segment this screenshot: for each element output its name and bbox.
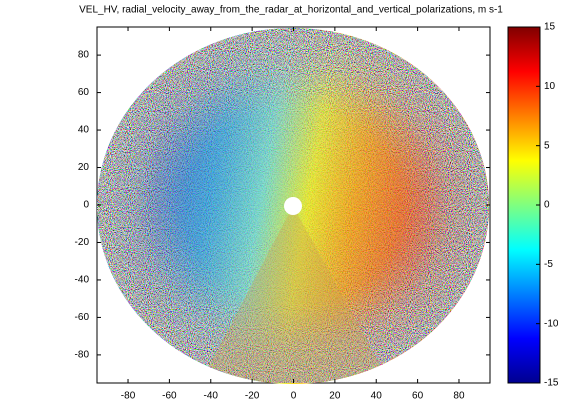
colorbar-tick-label: 5 (544, 140, 550, 151)
colorbar-tick-label: 15 (544, 22, 556, 33)
x-tick-label: 20 (329, 391, 341, 402)
x-tick-label: -40 (204, 391, 219, 402)
x-tick-label: 80 (453, 391, 465, 402)
colorbar-tick-label: -10 (544, 318, 559, 329)
y-tick-label: -60 (75, 312, 90, 323)
colorbar-tick-label: -5 (544, 259, 553, 270)
colorbar-tick-label: 0 (544, 200, 550, 211)
y-tick-label: 0 (83, 200, 89, 211)
y-tick-label: 40 (78, 125, 90, 136)
radar-center (284, 197, 302, 215)
y-tick-label: -80 (75, 350, 90, 361)
chart: VEL_HV, radial_velocity_away_from_the_ra… (0, 0, 563, 407)
x-tick-label: 40 (371, 391, 383, 402)
x-tick-label: 0 (291, 391, 297, 402)
x-tick-label: -20 (245, 391, 260, 402)
colorbar (508, 27, 540, 383)
y-tick-label: -40 (75, 275, 90, 286)
x-tick-label: -60 (162, 391, 177, 402)
colorbar-tick-label: 10 (544, 81, 556, 92)
x-tick-label: 60 (412, 391, 424, 402)
colorbar-tick-label: -15 (544, 378, 559, 389)
y-tick-label: 20 (78, 162, 90, 173)
y-tick-label: 80 (78, 50, 90, 61)
x-tick-label: -80 (121, 391, 136, 402)
y-tick-label: 60 (78, 87, 90, 98)
chart-title: VEL_HV, radial_velocity_away_from_the_ra… (79, 5, 503, 16)
y-tick-label: -20 (75, 237, 90, 248)
